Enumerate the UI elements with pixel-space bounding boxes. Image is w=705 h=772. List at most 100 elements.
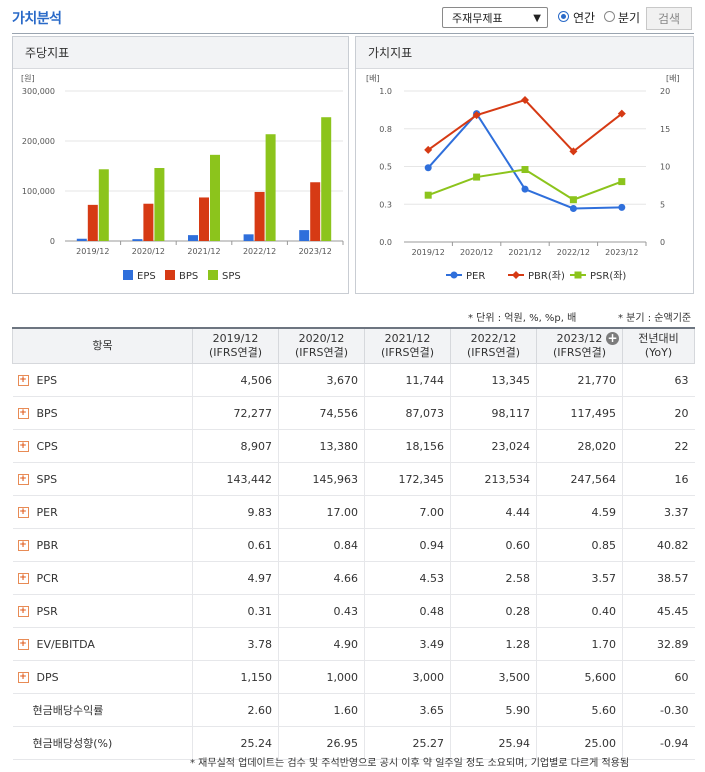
table-cell: 0.48 xyxy=(364,594,451,628)
valuation-chart: [배] [배] 0.0 0.3 0.5 0.8 1.0 0 5 10 15 20 2019/12 2020… xyxy=(366,74,680,282)
table-row: + CPS 8,907 13,380 18,156 23,024 28,020 22 xyxy=(12,429,695,463)
table-row: + DPS 1,150 1,000 3,000 3,500 5,600 60 xyxy=(12,660,695,694)
expand-plus-icon[interactable]: + xyxy=(17,606,29,617)
header-year: 2021/12 xyxy=(384,332,431,345)
y-tick-left-label: 0.3 xyxy=(379,200,392,209)
table-cell: 1,150 xyxy=(192,660,279,694)
row-label[interactable]: + PSR xyxy=(12,594,193,628)
table-cell: 3.65 xyxy=(364,693,451,727)
table-row: 현금배당성향(%) 25.24 26.95 25.27 25.94 25.00 -0.94 xyxy=(12,726,695,760)
table-cell: 213,534 xyxy=(450,462,537,496)
legend-label: EPS xyxy=(137,271,156,282)
row-label[interactable]: + EV/EBITDA xyxy=(12,627,193,661)
series-line-psr xyxy=(427,168,623,201)
table-cell: 8,907 xyxy=(192,429,279,463)
add-column-icon[interactable]: + xyxy=(606,331,619,345)
radio-quarter[interactable] xyxy=(604,11,615,22)
y-tick-label: 0 xyxy=(50,237,55,246)
bar-eps xyxy=(76,238,87,241)
expand-plus-icon[interactable]: + xyxy=(17,540,29,551)
data-point xyxy=(521,185,529,193)
table-cell: 4.59 xyxy=(536,495,623,529)
table-cell: 72,277 xyxy=(192,396,279,430)
row-name: BPS xyxy=(36,406,58,420)
bar-sps xyxy=(210,154,220,241)
header-yoy-line2: (YoY) xyxy=(644,346,673,359)
data-point xyxy=(618,178,626,186)
unit-note: * 단위 : 억원, %, %p, 배 xyxy=(468,313,577,324)
row-label[interactable]: + PER xyxy=(12,495,193,529)
data-point xyxy=(472,111,481,120)
radio-quarter-label[interactable]: 분기 xyxy=(618,11,641,25)
table-cell: 0.61 xyxy=(192,528,279,562)
row-label[interactable]: + DPS xyxy=(12,660,193,694)
data-point xyxy=(618,203,626,211)
table-cell: 74,556 xyxy=(278,396,365,430)
expand-plus-icon[interactable]: + xyxy=(17,507,29,518)
expand-plus-icon[interactable]: + xyxy=(17,573,29,584)
search-button[interactable]: 검색 xyxy=(646,7,692,30)
row-label: 현금배당수익률 xyxy=(12,693,193,727)
legend-marker xyxy=(574,271,582,279)
table-cell: 17.00 xyxy=(278,495,365,529)
expand-plus-icon[interactable]: + xyxy=(17,672,29,683)
header-item: 항목 xyxy=(12,327,193,364)
yoy-cell: 16 xyxy=(622,462,695,496)
yoy-cell: 40.82 xyxy=(622,528,695,562)
expand-plus-icon[interactable]: + xyxy=(17,474,29,485)
chevron-down-icon: ▼ xyxy=(533,13,541,24)
expand-plus-icon[interactable]: + xyxy=(17,441,29,452)
legend-swatch xyxy=(123,270,133,280)
bar-bps xyxy=(310,182,321,241)
row-label[interactable]: + PCR xyxy=(12,561,193,595)
header-col-2: 2020/12 (IFRS연결) xyxy=(278,327,365,364)
table-cell: 0.94 xyxy=(364,528,451,562)
legend-label: PBR(좌) xyxy=(528,270,565,282)
y-tick-right-label: 5 xyxy=(660,200,665,209)
row-name: EV/EBITDA xyxy=(36,637,95,651)
yoy-cell: 3.37 xyxy=(622,495,695,529)
header-basis: (IFRS연결) xyxy=(466,346,521,359)
row-label[interactable]: + PBR xyxy=(12,528,193,562)
table-cell: 28,020 xyxy=(536,429,623,463)
expand-plus-icon[interactable]: + xyxy=(17,408,29,419)
y-tick-right-label: 20 xyxy=(660,87,670,96)
table-cell: 1,000 xyxy=(278,660,365,694)
legend-label: BPS xyxy=(179,271,198,282)
data-point xyxy=(569,196,577,204)
table-cell: 13,380 xyxy=(278,429,365,463)
table-cell: 3,000 xyxy=(364,660,451,694)
table-cell: 0.28 xyxy=(450,594,537,628)
radio-annual-label[interactable]: 연간 xyxy=(573,11,596,25)
yoy-cell: 38.57 xyxy=(622,561,695,595)
yoy-cell: 22 xyxy=(622,429,695,463)
y-axis-left-unit: [배] xyxy=(366,74,380,83)
table-cell: 3.49 xyxy=(364,627,451,661)
row-name: CPS xyxy=(36,439,58,453)
y-tick-left-label: 1.0 xyxy=(379,87,392,96)
row-label[interactable]: + SPS xyxy=(12,462,193,496)
table-cell: 23,024 xyxy=(450,429,537,463)
row-label[interactable]: + BPS xyxy=(12,396,193,430)
expand-plus-icon[interactable]: + xyxy=(17,375,29,386)
x-tick-label: 2022/12 xyxy=(557,248,590,257)
legend-marker xyxy=(450,271,458,279)
per-share-chart: [원] 0 100,000 200,000 300,000 2019/12 2020/12 2… xyxy=(21,74,344,282)
legend-label: PER xyxy=(466,271,485,282)
valuation-panel-title: 가치지표 xyxy=(356,37,693,69)
y-tick-right-label: 15 xyxy=(660,125,670,134)
radio-annual[interactable] xyxy=(558,11,569,22)
statement-type-value: 주재무제표 xyxy=(452,12,503,25)
table-cell: 247,564 xyxy=(536,462,623,496)
table-cell: 4.53 xyxy=(364,561,451,595)
x-tick-label: 2022/12 xyxy=(243,247,276,256)
row-label[interactable]: + CPS xyxy=(12,429,193,463)
row-name: 현금배당성향(%) xyxy=(32,737,113,750)
data-point xyxy=(473,173,481,181)
statement-type-select[interactable]: 주재무제표 ▼ xyxy=(442,7,548,28)
header-year: 2023/12 xyxy=(556,332,603,345)
row-label[interactable]: + EPS xyxy=(12,363,193,397)
per-share-panel-title: 주당지표 xyxy=(13,37,348,69)
y-tick-right-label: 10 xyxy=(660,163,670,172)
expand-plus-icon[interactable]: + xyxy=(17,639,29,650)
